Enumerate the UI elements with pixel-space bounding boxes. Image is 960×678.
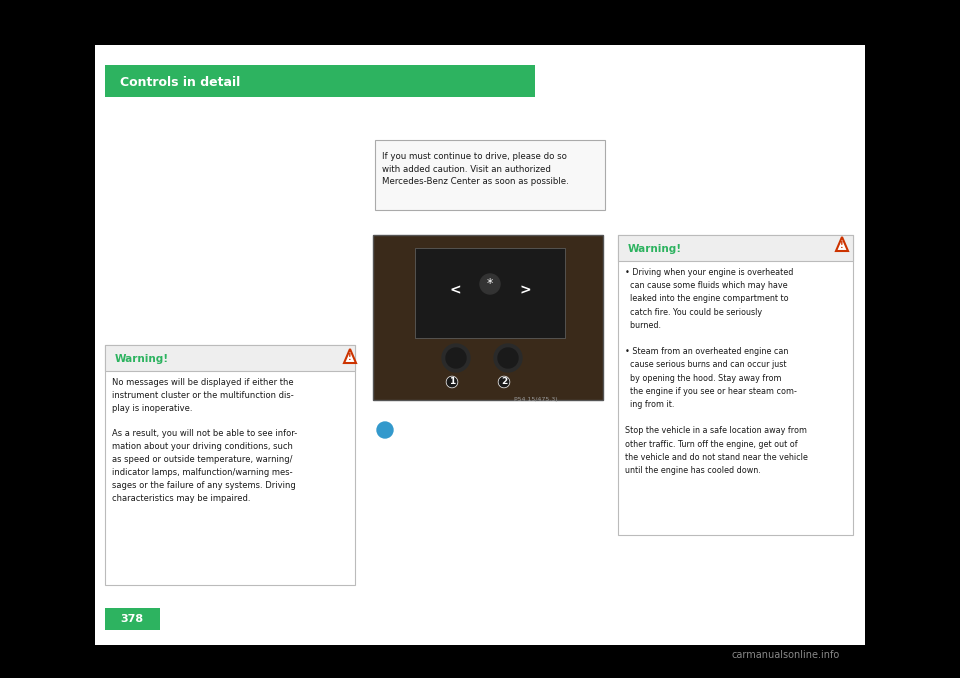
FancyBboxPatch shape xyxy=(415,248,565,338)
Polygon shape xyxy=(344,349,356,363)
Text: No messages will be displayed if either the
instrument cluster or the multifunct: No messages will be displayed if either … xyxy=(112,378,298,502)
Text: 1: 1 xyxy=(449,378,455,386)
FancyBboxPatch shape xyxy=(105,345,355,585)
Circle shape xyxy=(442,344,470,372)
Text: >: > xyxy=(519,283,531,297)
Text: P54 15/475.3): P54 15/475.3) xyxy=(515,397,558,402)
FancyBboxPatch shape xyxy=(105,608,160,630)
Polygon shape xyxy=(836,237,848,251)
Circle shape xyxy=(480,274,500,294)
Text: Controls in detail: Controls in detail xyxy=(120,75,240,89)
Text: If you must continue to drive, please do so
with added caution. Visit an authori: If you must continue to drive, please do… xyxy=(382,152,568,186)
Text: <: < xyxy=(449,283,461,297)
Text: *: * xyxy=(487,277,493,290)
FancyBboxPatch shape xyxy=(373,235,603,400)
Text: Warning!: Warning! xyxy=(628,244,683,254)
FancyBboxPatch shape xyxy=(105,345,355,371)
Text: carmanualsonline.info: carmanualsonline.info xyxy=(732,650,840,660)
Text: !: ! xyxy=(840,241,844,250)
Text: 2: 2 xyxy=(501,378,507,386)
Text: 378: 378 xyxy=(120,614,144,624)
Text: • Driving when your engine is overheated
  can cause some fluids which may have
: • Driving when your engine is overheated… xyxy=(625,268,808,475)
Circle shape xyxy=(498,348,518,368)
Circle shape xyxy=(446,348,466,368)
FancyBboxPatch shape xyxy=(95,45,865,645)
FancyBboxPatch shape xyxy=(618,235,853,261)
Text: Warning!: Warning! xyxy=(115,354,169,364)
Circle shape xyxy=(377,422,393,438)
Circle shape xyxy=(494,344,522,372)
Text: !: ! xyxy=(348,353,351,363)
FancyBboxPatch shape xyxy=(105,65,535,97)
FancyBboxPatch shape xyxy=(618,235,853,535)
FancyBboxPatch shape xyxy=(375,140,605,210)
